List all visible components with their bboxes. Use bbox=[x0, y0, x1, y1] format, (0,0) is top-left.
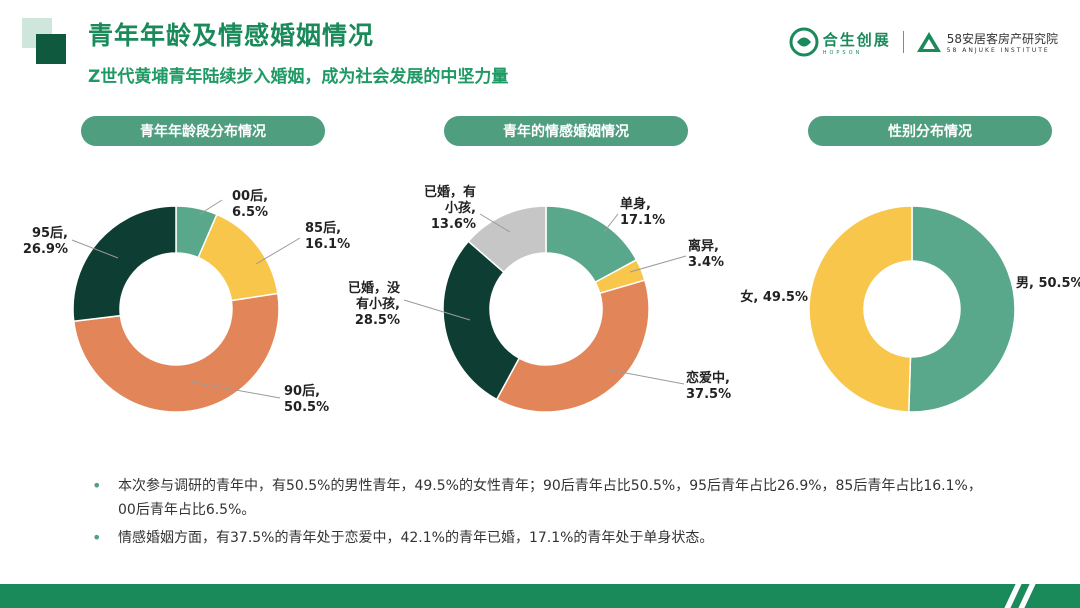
anjuke-logo: 58安居客房产研究院 58 ANJUKE INSTITUTE bbox=[916, 30, 1058, 54]
donut-slice bbox=[72, 292, 280, 413]
note-item: • 情感婚姻方面，有37.5%的青年处于恋爱中，42.1%的青年已婚，17.1%… bbox=[92, 526, 992, 550]
donut-slice bbox=[72, 205, 177, 323]
logo-divider bbox=[902, 31, 904, 53]
leader-line bbox=[609, 369, 685, 385]
anjuke-logo-text: 58安居客房产研究院 bbox=[946, 32, 1058, 46]
page-subtitle: Z世代黄埔青年陆续步入婚姻，成为社会发展的中坚力量 bbox=[88, 67, 509, 87]
data-label: 85后, 16.1% bbox=[305, 220, 350, 252]
donut-charts: 00后, 6.5% 85后, 16.1% 90后, 50.5% 95后, 26.9% 单身, 17… bbox=[23, 184, 1080, 415]
leader-line bbox=[403, 299, 471, 321]
hopson-logo: 合生创展 HOPSON bbox=[789, 27, 891, 57]
decorative-square-dark bbox=[36, 34, 66, 64]
data-label: 恋爱中, 37.5% bbox=[686, 370, 731, 402]
leader-line bbox=[603, 213, 619, 233]
logo-area: 合生创展 HOPSON 58安居客房产研究院 58 ANJUKE INSTITU… bbox=[789, 26, 1058, 58]
leader-line bbox=[479, 213, 511, 233]
donut-slice bbox=[442, 240, 521, 401]
data-label: 90后, 50.5% bbox=[284, 383, 329, 415]
leader-line bbox=[199, 199, 223, 215]
marriage-chart-title: 青年的情感婚姻情况 bbox=[444, 116, 688, 146]
leader-line bbox=[71, 239, 119, 259]
donut-slice bbox=[467, 205, 547, 274]
note-text: 情感婚姻方面，有37.5%的青年处于恋爱中，42.1%的青年已婚，17.1%的青… bbox=[118, 530, 714, 546]
note-item: • 本次参与调研的青年中，有50.5%的男性青年，49.5%的女性青年；90后青… bbox=[92, 474, 992, 522]
data-label: 男, 50.5% bbox=[1016, 276, 1080, 291]
gender-chart-title: 性别分布情况 bbox=[808, 116, 1052, 146]
page-title: 青年年龄及情感婚姻情况 bbox=[88, 21, 375, 50]
hopson-swirl-icon bbox=[789, 27, 819, 57]
note-text: 本次参与调研的青年中，有50.5%的男性青年，49.5%的女性青年；90后青年占… bbox=[118, 478, 982, 518]
donut-slice bbox=[907, 205, 1016, 413]
bullet-icon: • bbox=[92, 476, 102, 495]
data-label: 00后, 6.5% bbox=[232, 188, 268, 220]
data-label: 已婚，没有小孩, 28.5% bbox=[348, 280, 401, 328]
data-label: 女, 49.5% bbox=[740, 289, 808, 305]
hopson-logo-subtext: HOPSON bbox=[822, 49, 863, 56]
bottom-bar bbox=[0, 584, 1080, 608]
data-label: 单身, 17.1% bbox=[620, 196, 665, 228]
data-label: 已婚，有小孩, 13.6% bbox=[424, 184, 476, 232]
anjuke-triangle-icon bbox=[916, 32, 941, 52]
leader-line bbox=[629, 255, 687, 273]
hopson-logo-text: 合生创展 bbox=[822, 30, 891, 49]
notes-list: • 本次参与调研的青年中，有50.5%的男性青年，49.5%的女性青年；90后青… bbox=[92, 474, 992, 554]
donut-slice bbox=[495, 279, 650, 413]
bullet-icon: • bbox=[92, 528, 102, 547]
leader-line bbox=[191, 381, 281, 399]
donut-slice bbox=[808, 205, 913, 413]
anjuke-logo-subtext: 58 ANJUKE INSTITUTE bbox=[946, 47, 1050, 54]
data-label: 离异, 3.4% bbox=[688, 238, 724, 270]
leader-line bbox=[255, 237, 301, 265]
age-chart-title: 青年年龄段分布情况 bbox=[81, 116, 325, 146]
data-label: 95后, 26.9% bbox=[23, 225, 68, 257]
